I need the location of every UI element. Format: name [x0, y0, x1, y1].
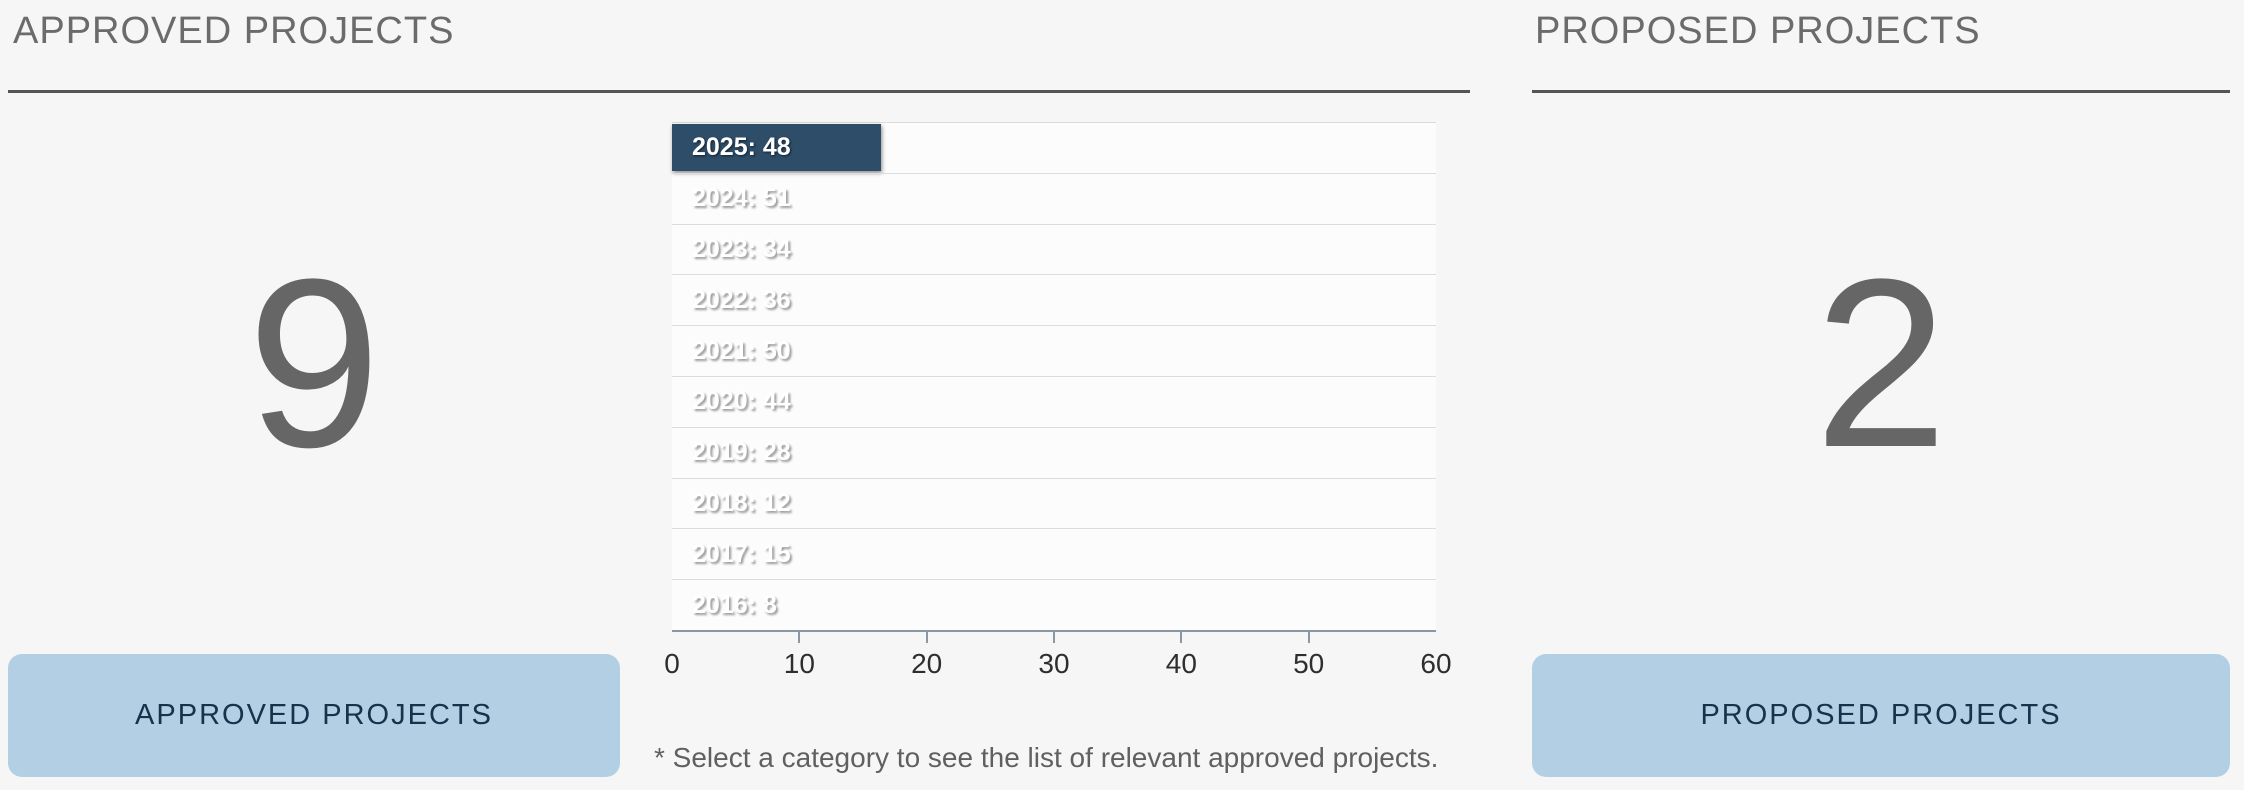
- chart-row-2016[interactable]: 2016: 8: [672, 579, 1436, 630]
- x-axis-tick-label-10: 10: [783, 648, 815, 679]
- x-axis-tick-label-60: 60: [1420, 648, 1452, 679]
- chart-bar-label-2022: 2022: 36: [692, 285, 791, 314]
- proposed-section-divider: [1532, 90, 2230, 93]
- chart-row-2021[interactable]: 2021: 50: [672, 325, 1436, 376]
- proposed-projects-title: PROPOSED PROJECTS: [1535, 10, 1981, 52]
- x-axis-tick-label-50: 50: [1293, 648, 1325, 679]
- chart-row-2020[interactable]: 2020: 44: [672, 375, 1436, 427]
- approved-projects-title: APPROVED PROJECTS: [13, 10, 455, 52]
- chart-bar-label-2020: 2020: 44: [692, 387, 791, 416]
- chart-x-axis-line: [672, 630, 1436, 632]
- chart-bar-label-2018: 2018: 12: [692, 488, 791, 517]
- approved-projects-button[interactable]: APPROVED PROJECTS: [8, 654, 620, 777]
- chart-row-2018[interactable]: 2018: 12: [672, 477, 1436, 529]
- chart-row-2022[interactable]: 2022: 36: [672, 274, 1436, 325]
- x-axis-tick-10: [798, 632, 801, 643]
- x-axis-tick-label-0: 0: [664, 648, 680, 679]
- chart-footnote: * Select a category to see the list of r…: [654, 742, 1439, 773]
- chart-row-2025[interactable]: 2025: 48: [672, 123, 1436, 173]
- chart-row-2024[interactable]: 2024: 51: [672, 172, 1436, 224]
- chart-row-2023[interactable]: 2023: 34: [672, 223, 1436, 275]
- approved-projects-by-year-chart: 2025: 48 2024: 51 2023: 34 2022: 36 2021: 50…: [672, 122, 1436, 630]
- x-axis-tick-50: [1307, 632, 1310, 643]
- x-axis-tick-20: [925, 632, 928, 643]
- approved-section-divider: [8, 90, 1470, 93]
- chart-x-axis: 0 10 20 30 40 50 60: [664, 632, 1452, 682]
- chart-bar-label-2017: 2017: 15: [692, 539, 791, 568]
- chart-bar-label-2025: 2025: 48: [692, 132, 791, 161]
- chart-bar-label-2019: 2019: 28: [692, 438, 791, 467]
- proposed-projects-button[interactable]: PROPOSED PROJECTS: [1532, 654, 2230, 777]
- x-axis-tick-label-30: 30: [1038, 648, 1070, 679]
- approved-projects-count: 9: [247, 229, 381, 497]
- proposed-projects-count: 2: [1814, 229, 1948, 497]
- chart-row-2019[interactable]: 2019: 28: [672, 426, 1436, 478]
- chart-bar-label-2024: 2024: 51: [692, 184, 791, 213]
- chart-bar-label-2016: 2016: 8: [692, 590, 777, 619]
- x-axis-tick-40: [1180, 632, 1183, 643]
- x-axis-tick-30: [1053, 632, 1055, 643]
- chart-bar-label-2023: 2023: 34: [692, 234, 791, 263]
- chart-bar-selected-2025[interactable]: 2025: 48: [672, 124, 882, 171]
- x-axis-tick-label-40: 40: [1165, 648, 1197, 679]
- chart-bar-label-2021: 2021: 50: [692, 336, 791, 365]
- x-axis-tick-label-20: 20: [911, 648, 943, 679]
- chart-row-2017[interactable]: 2017: 15: [672, 528, 1436, 579]
